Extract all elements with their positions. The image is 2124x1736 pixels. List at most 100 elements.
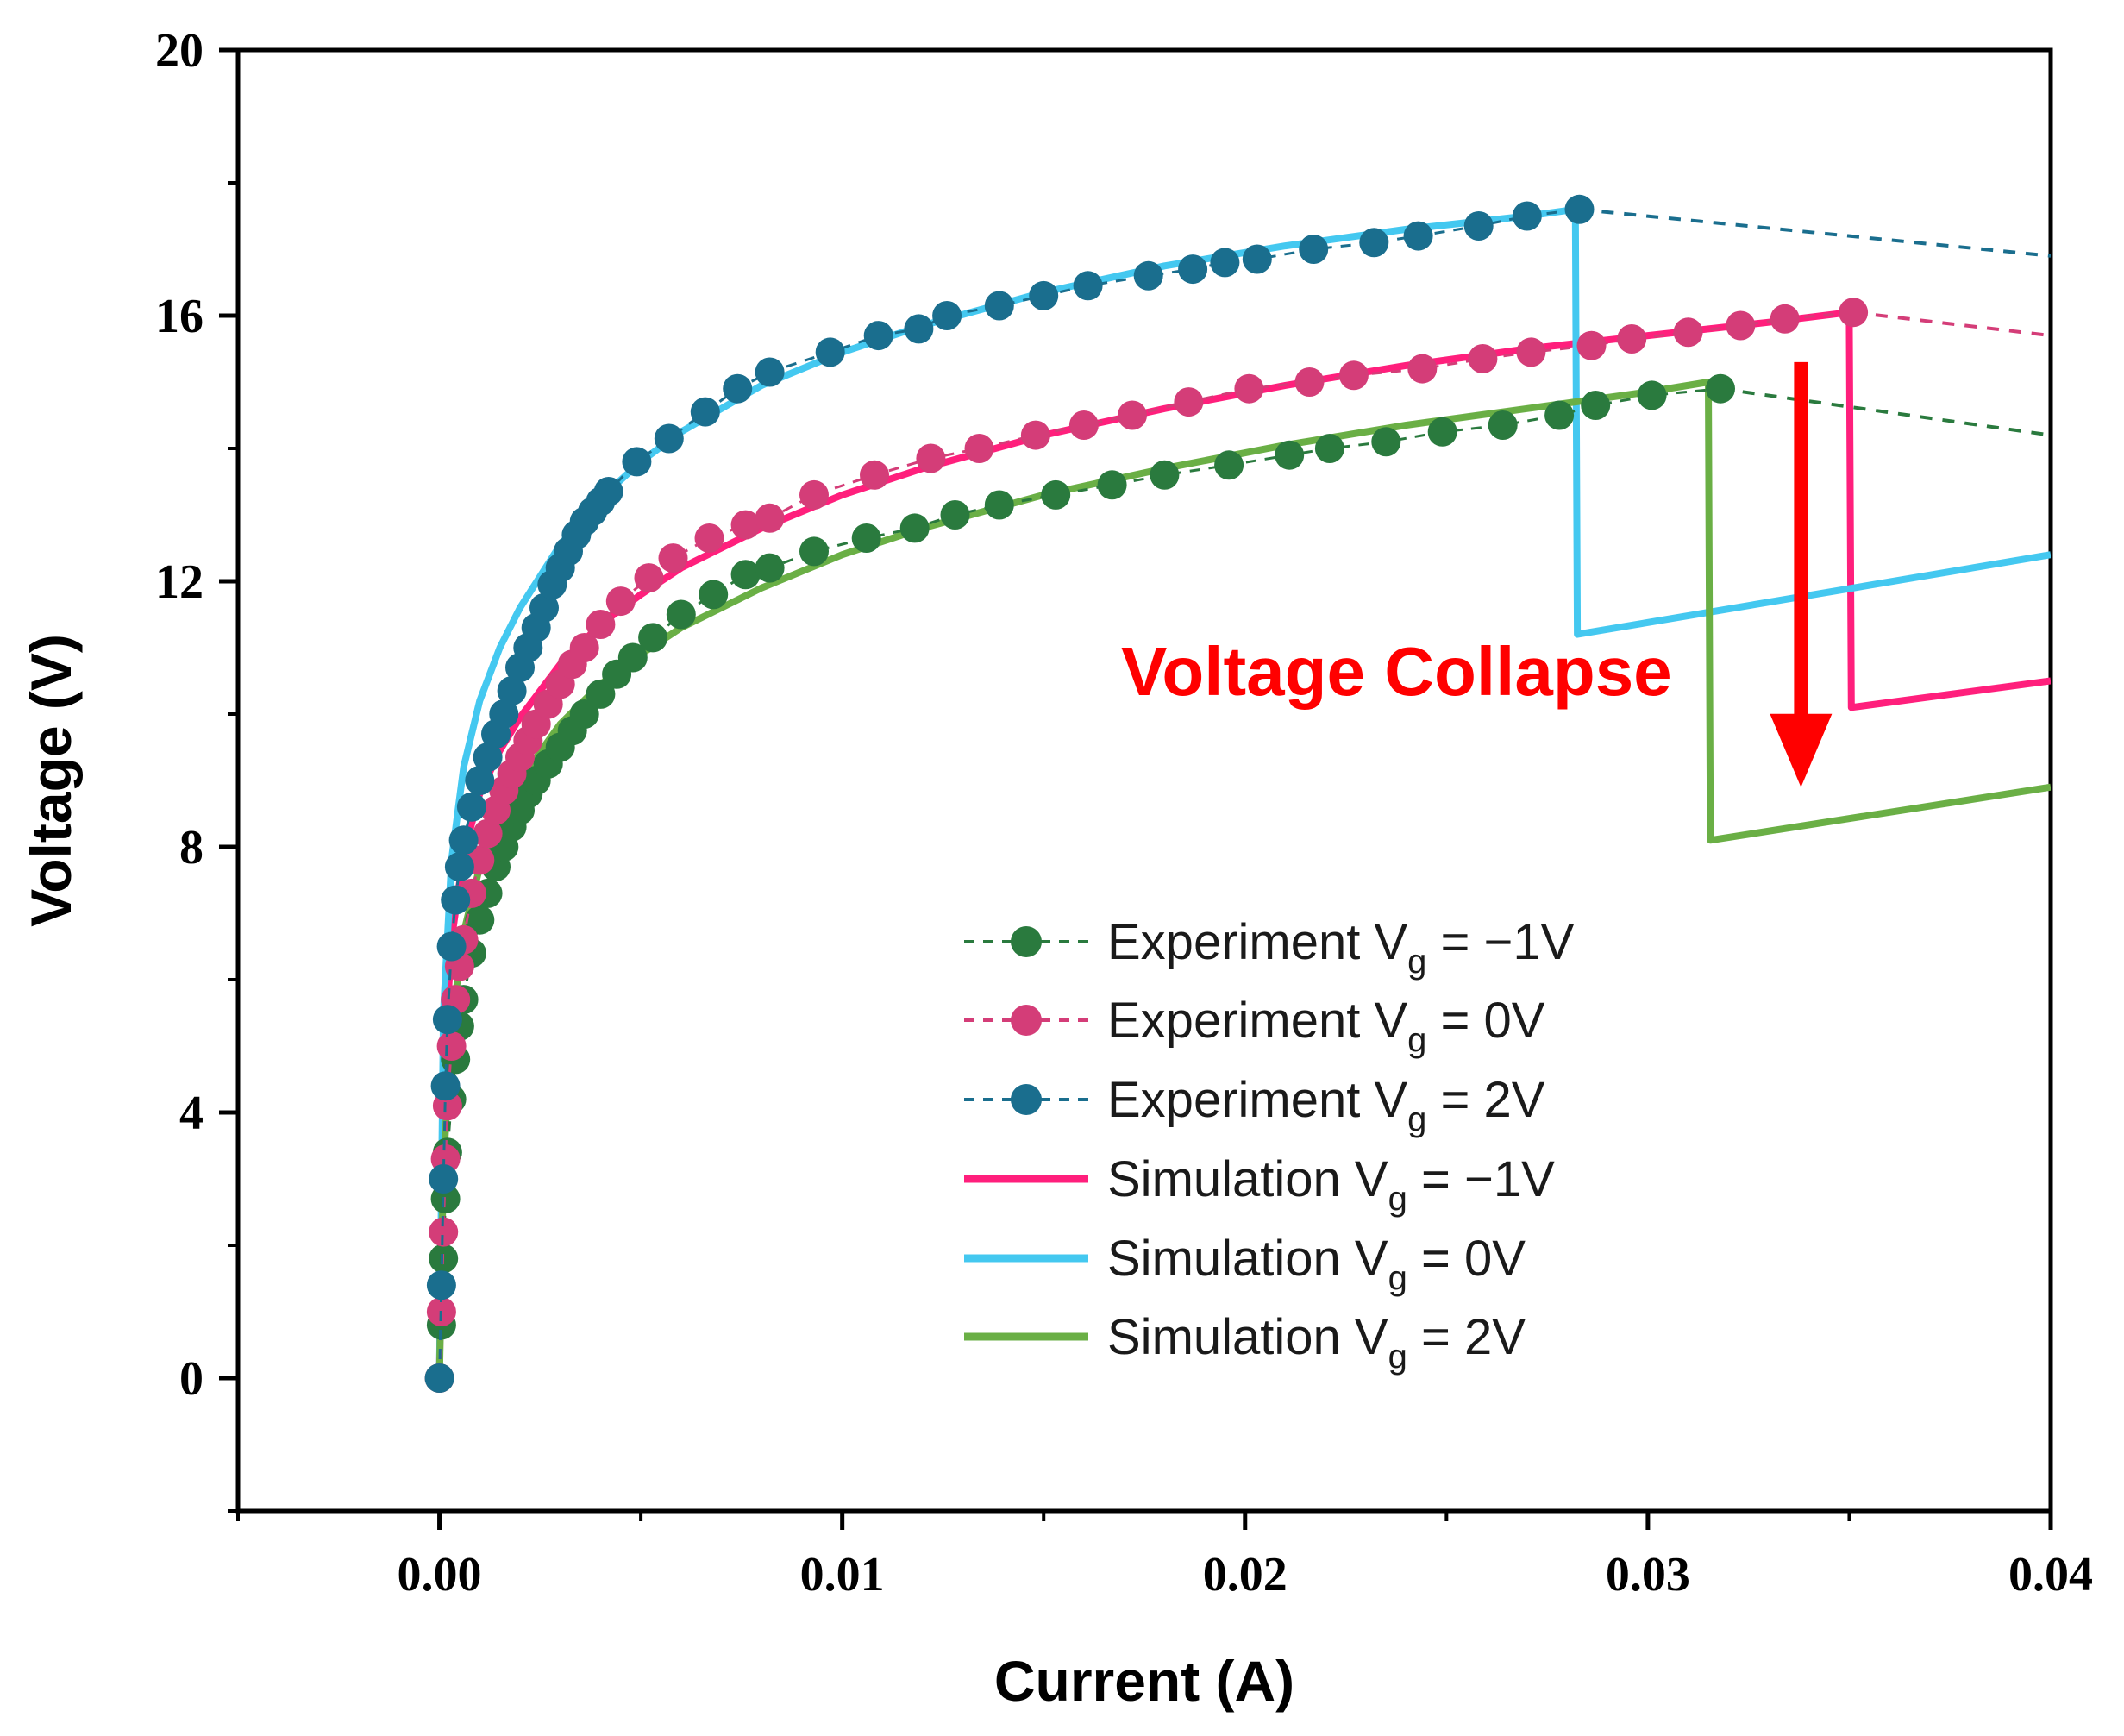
legend-swatch-marker: [1011, 1084, 1042, 1115]
experiment-point: [1706, 373, 1735, 404]
experiment-point: [723, 373, 753, 404]
series-layer: [424, 194, 2051, 1393]
legend-label: Simulation Vg = −1V: [1107, 1151, 1555, 1218]
x-tick-label: 0.03: [1606, 1548, 1690, 1601]
experiment-point: [426, 1270, 456, 1300]
experiment-point: [1133, 260, 1163, 291]
experiment-point: [815, 337, 845, 367]
experiment-point: [1637, 380, 1667, 410]
experiment-point: [1178, 254, 1208, 285]
x-tick-label: 0.04: [2008, 1548, 2093, 1601]
experiment-point: [863, 321, 893, 351]
experiment-point: [473, 743, 503, 773]
experiment-point: [1294, 367, 1325, 397]
y-tick-label: 12: [155, 555, 204, 609]
experiment-point: [694, 523, 724, 553]
experiment-point: [964, 434, 994, 463]
y-tick-label: 16: [155, 290, 204, 343]
legend-label: Experiment Vg = 2V: [1107, 1072, 1545, 1138]
experiment-point: [489, 699, 519, 729]
experiment-point: [755, 503, 785, 533]
experiment-point: [851, 523, 881, 553]
experiment-point: [860, 460, 889, 490]
y-tick-label: 0: [179, 1352, 204, 1406]
experiment-point: [429, 1164, 459, 1194]
experiment-point: [432, 1005, 462, 1035]
experiment-point: [605, 586, 636, 617]
experiment-point: [755, 553, 785, 583]
experiment-point: [699, 580, 729, 610]
experiment-point: [1427, 417, 1457, 447]
experiment-point: [473, 818, 503, 849]
experiment-point: [436, 931, 467, 962]
plot-frame: [235, 47, 2053, 1514]
experiment-point: [1174, 387, 1204, 417]
experiment-point: [1617, 324, 1647, 354]
experiment-point: [730, 510, 761, 540]
experiment-point: [1242, 244, 1272, 274]
experiment-point: [638, 623, 668, 653]
experiment-point: [799, 536, 829, 567]
experiment-point: [1275, 440, 1305, 470]
experiment-point: [593, 477, 623, 506]
legend-label: Simulation Vg = 2V: [1107, 1309, 1526, 1376]
experiment-point: [429, 1217, 459, 1247]
experiment-point: [1020, 420, 1050, 450]
experiment-point: [1150, 460, 1180, 490]
experiment-point: [730, 560, 761, 590]
experiment-point: [1299, 235, 1329, 264]
experiment-point: [497, 676, 527, 705]
experiment-point: [569, 699, 599, 729]
experiment-point: [1726, 310, 1756, 341]
experiment-point: [622, 447, 652, 477]
experiment-point: [1770, 304, 1800, 334]
experiment-point: [465, 766, 495, 795]
experiment-point: [1516, 337, 1546, 367]
experiment-point: [1097, 470, 1127, 500]
experiment-tail-line-2: [1579, 207, 2051, 258]
experiment-point: [436, 1031, 467, 1061]
experiment-point: [529, 592, 559, 623]
experiment-point: [984, 490, 1014, 520]
y-tick-label: 4: [179, 1087, 204, 1140]
experiment-point: [1488, 410, 1518, 440]
experiment-point: [932, 301, 962, 330]
experiment-point: [658, 543, 688, 573]
experiment-point: [441, 885, 471, 915]
experiment-point: [586, 610, 616, 639]
experiment-point: [1314, 434, 1344, 463]
experiment-point: [1214, 450, 1244, 480]
experiment-tail-line-0: [1720, 386, 2051, 437]
legend-label: Experiment Vg = −1V: [1107, 914, 1575, 981]
legend-label: Simulation Vg = 0V: [1107, 1231, 1526, 1297]
experiment-point: [448, 825, 479, 855]
experiment-point: [1839, 298, 1869, 328]
x-tick-label: 0.01: [800, 1548, 885, 1601]
legend: Experiment Vg = −1V Experiment Vg = 0V Exp…: [964, 914, 1575, 1376]
experiment-point: [755, 357, 785, 387]
experiment-point: [916, 443, 946, 473]
experiment-point: [1544, 400, 1575, 430]
experiment-point: [799, 479, 829, 510]
experiment-point: [444, 852, 474, 882]
x-tick-label: 0.00: [398, 1548, 482, 1601]
x-tick-label: 0.02: [1203, 1548, 1288, 1601]
experiment-point: [690, 397, 720, 427]
experiment-point: [1073, 271, 1103, 301]
experiment-point: [899, 513, 930, 543]
experiment-point: [1338, 360, 1369, 391]
axes-group: 0.00 0.01 0.02 0.03 0.04 0 4 8 12 16 20: [155, 24, 2093, 1601]
experiment-point: [1403, 221, 1433, 251]
experiment-point: [424, 1363, 454, 1393]
annotation-layer: Voltage Collapse: [1121, 361, 1833, 787]
experiment-point: [1359, 228, 1389, 258]
experiment-point: [1371, 427, 1401, 457]
voltage-collapse-annotation: Voltage Collapse: [1121, 633, 1672, 710]
experiment-point: [617, 642, 648, 673]
experiment-point: [940, 500, 970, 530]
y-axis-title: Voltage (V): [19, 634, 83, 927]
experiment-point: [634, 563, 664, 593]
experiment-point: [1041, 479, 1071, 510]
